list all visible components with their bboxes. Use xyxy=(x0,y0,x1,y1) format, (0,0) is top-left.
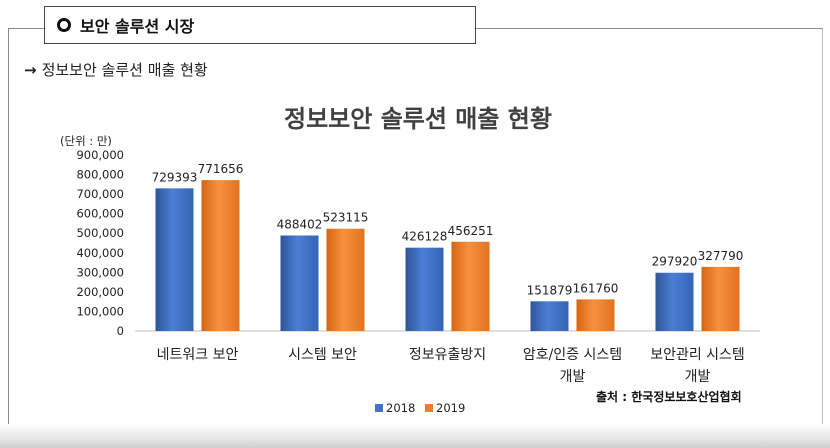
x-tick-label: 개발 xyxy=(560,369,586,385)
legend-label: 2019 xyxy=(436,401,465,415)
x-tick-label: 정보유출방지 xyxy=(409,347,486,363)
subheading-text: 정보보안 솔루션 매출 현황 xyxy=(41,61,208,79)
data-label: 771656 xyxy=(198,162,244,176)
bar-2019 xyxy=(326,228,365,331)
y-tick-label: 100,000 xyxy=(76,304,124,318)
y-tick-label: 600,000 xyxy=(76,207,124,221)
x-tick-label: 보안관리 시스템 xyxy=(650,347,745,363)
section-title-box: 보안 솔루션 시장 xyxy=(44,6,476,44)
bar-2019 xyxy=(201,180,240,331)
x-tick-label: 암호/인증 시스템 xyxy=(523,347,622,363)
bullet-circle-icon xyxy=(57,18,71,32)
arrow-right-icon: → xyxy=(24,60,37,79)
bar-2018 xyxy=(530,301,569,331)
data-label: 523115 xyxy=(323,211,369,225)
data-label: 327790 xyxy=(698,249,744,263)
bottom-edge-shadow xyxy=(0,424,830,448)
y-tick-label: 400,000 xyxy=(76,246,124,260)
y-tick-label: 500,000 xyxy=(76,226,124,240)
x-tick-label: 네트워크 보안 xyxy=(157,347,239,363)
data-label: 456251 xyxy=(448,224,494,238)
legend-swatch-2019 xyxy=(425,404,433,412)
data-label: 426128 xyxy=(402,230,448,244)
data-label: 161760 xyxy=(573,281,619,295)
chart-title: 정보보안 솔루션 매출 현황 xyxy=(284,105,552,133)
y-tick-label: 700,000 xyxy=(76,187,124,201)
legend-label: 2018 xyxy=(386,401,415,415)
x-tick-label: 개발 xyxy=(685,369,711,385)
y-tick-label: 900,000 xyxy=(76,148,124,162)
bar-2018 xyxy=(405,247,444,331)
bar-2019 xyxy=(576,299,615,331)
section-title: 보안 솔루션 시장 xyxy=(80,17,195,36)
bar-2019 xyxy=(701,266,740,331)
y-tick-label: 300,000 xyxy=(76,265,124,279)
x-tick-label: 시스템 보안 xyxy=(288,347,357,363)
bar-2019 xyxy=(451,241,490,331)
source-note: 출처 : 한국정보보호산업협회 xyxy=(596,390,742,404)
bar-2018 xyxy=(155,188,194,331)
subheading: → 정보보안 솔루션 매출 현황 xyxy=(24,59,208,80)
y-tick-label: 0 xyxy=(117,324,124,338)
data-label: 151879 xyxy=(527,283,573,297)
y-tick-label: 200,000 xyxy=(76,285,124,299)
data-label: 488402 xyxy=(277,217,323,231)
bar-2018 xyxy=(655,272,694,331)
data-label: 729393 xyxy=(152,170,198,184)
y-tick-label: 800,000 xyxy=(76,168,124,182)
legend-swatch-2018 xyxy=(375,404,383,412)
unit-label: (단위 : 만) xyxy=(60,134,112,148)
bar-2018 xyxy=(280,235,319,331)
data-label: 297920 xyxy=(652,255,698,269)
